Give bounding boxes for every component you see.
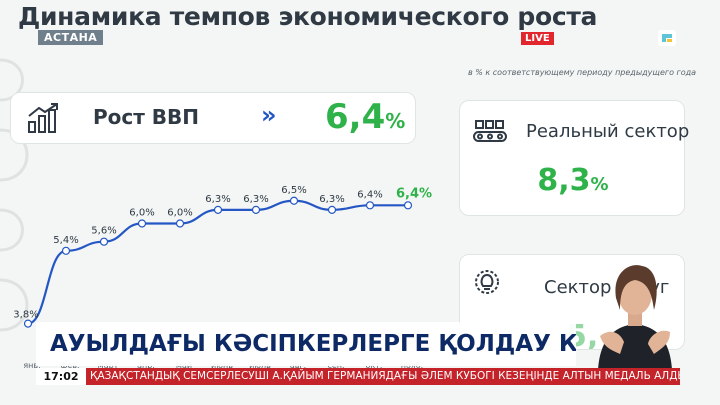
live-badge: LIVE	[521, 32, 554, 45]
data-label: 6,3%	[205, 194, 230, 205]
conveyor-icon	[473, 120, 507, 142]
sign-language-interpreter	[598, 265, 672, 370]
page-title: Динамика темпов экономического роста	[18, 2, 598, 31]
gdp-line-chart: 3,8%янв.5,4%фев.5,6%март6,0%апр.6,0%май6…	[13, 185, 432, 370]
data-point	[23, 319, 33, 328]
data-point	[213, 205, 223, 214]
data-point	[365, 201, 375, 210]
data-label: 3,8%	[13, 310, 38, 321]
data-label: 6,4%	[396, 186, 432, 201]
data-label: 6,3%	[319, 194, 344, 205]
ticker-text: ҚАЗАҚСТАНДЫҚ СЕМСЕРЛЕСУШІ А.ҚАЙЫМ ГЕРМАН…	[90, 370, 680, 382]
data-label: 6,3%	[243, 194, 268, 205]
data-point	[61, 246, 71, 255]
series-line	[27, 199, 408, 325]
data-point	[403, 201, 413, 210]
data-label: 6,5%	[281, 185, 306, 196]
data-label: 6,4%	[357, 189, 382, 200]
data-label: 6,0%	[167, 208, 192, 219]
gdp-label: Рост ВВП	[93, 105, 200, 129]
real-sector-label: Реальный сектор	[526, 121, 690, 142]
data-point	[137, 219, 147, 228]
location-badge: АСТАНА	[38, 30, 104, 45]
bar-growth-icon	[28, 103, 58, 133]
news-headline: АУЫЛДАҒЫ КӘСІПКЕРЛЕРГЕ ҚОЛДАУ КҮШЕЙЕДІ	[36, 322, 576, 366]
channel-logo-icon	[658, 30, 676, 46]
gear-bulb-icon	[475, 270, 499, 294]
data-label: 5,6%	[91, 226, 116, 237]
data-point	[289, 196, 299, 205]
real-sector-card: Реальный сектор 8,3%	[459, 100, 689, 216]
x-tick-label: янв.	[23, 361, 40, 370]
gdp-growth-card: Рост ВВП » 6,4%	[10, 92, 416, 144]
data-point	[327, 205, 337, 214]
data-label: 6,0%	[129, 208, 154, 219]
data-point	[99, 237, 109, 246]
gdp-value: 6,4%	[325, 97, 406, 137]
chevron-right-icon: »	[261, 101, 277, 129]
data-label: 5,4%	[53, 235, 78, 246]
data-point	[251, 205, 261, 214]
real-sector-value: 8,3%	[537, 163, 609, 198]
period-note: в % к соответствующему периоду предыдуще…	[468, 68, 697, 77]
data-point	[175, 219, 185, 228]
news-ticker: 17:02 ҚАЗАҚСТАНДЫҚ СЕМСЕРЛЕСУШІ А.ҚАЙЫМ …	[36, 368, 680, 385]
clock: 17:02	[36, 368, 86, 385]
